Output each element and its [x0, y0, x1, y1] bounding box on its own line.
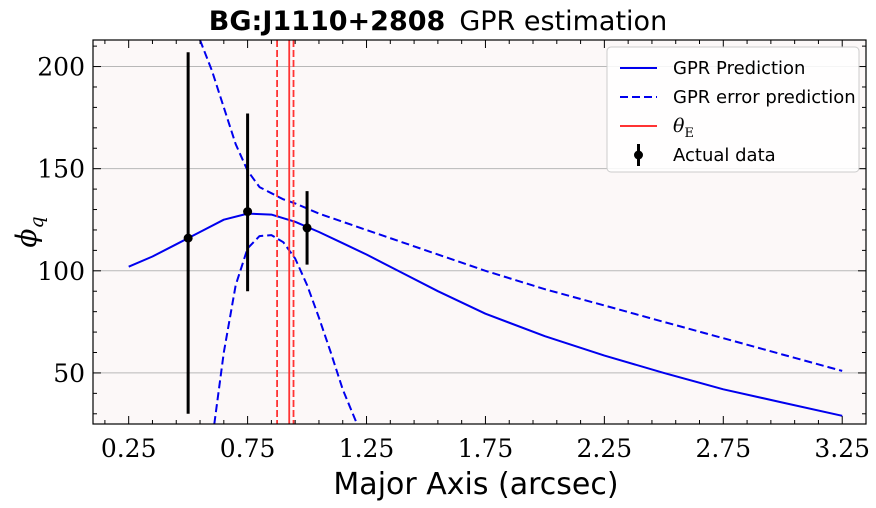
chart-title-bold: BG:J1110+2808	[209, 6, 446, 37]
legend-label-subscript: E	[684, 126, 694, 141]
plot-frame	[92, 39, 867, 425]
y-tick-label: 50	[53, 359, 85, 388]
legend-label: θE	[673, 115, 694, 141]
x-axis-label: Major Axis (arcsec)	[333, 467, 618, 502]
legend-box	[606, 46, 860, 173]
legend-label: GPR Prediction	[673, 58, 805, 79]
gpr-error-upper-line	[199, 40, 843, 372]
theta-e-lines	[276, 40, 295, 424]
x-tick-label: 2.75	[695, 434, 751, 463]
axis-ticks: 0.25 0.75 1.25 1.75 2.25 2.75 3.25 50 100 150 200	[37, 40, 870, 463]
legend-label: Actual data	[673, 145, 776, 166]
y-axis-label: ϕq	[10, 216, 48, 247]
x-tick-label: 1.75	[458, 434, 514, 463]
chart-title: BG:J1110+2808 GPR estimation	[209, 6, 667, 37]
y-axis-label-subscript: q	[26, 216, 48, 228]
gpr-error-lower-line	[213, 234, 358, 424]
legend-label: GPR error prediction	[673, 87, 856, 108]
legend-label-symbol: θ	[673, 115, 685, 137]
series-layer	[128, 40, 843, 424]
legend-swatch-point	[634, 150, 643, 160]
gpr-prediction-line	[128, 212, 843, 417]
x-tick-label: 0.75	[220, 434, 276, 463]
data-point	[183, 233, 193, 243]
data-point	[302, 223, 312, 233]
y-axis-label-symbol: ϕ	[10, 229, 43, 248]
legend: GPR Prediction GPR error prediction θE Actu…	[606, 46, 860, 173]
x-tick-label: 3.25	[814, 434, 870, 463]
y-tick-label: 200	[37, 53, 85, 82]
data-point	[243, 207, 253, 217]
chart-title-rest: GPR estimation	[459, 6, 667, 37]
x-tick-label: 0.25	[101, 434, 157, 463]
x-tick-label: 1.25	[339, 434, 395, 463]
y-tick-label: 150	[37, 155, 85, 184]
actual-data-points	[183, 52, 312, 414]
x-tick-label: 2.25	[577, 434, 633, 463]
y-tick-label: 100	[37, 257, 85, 286]
